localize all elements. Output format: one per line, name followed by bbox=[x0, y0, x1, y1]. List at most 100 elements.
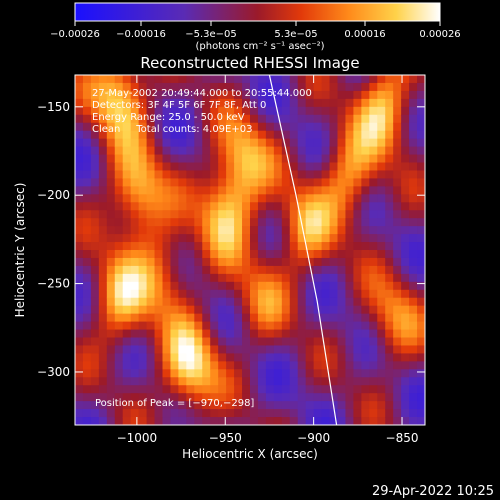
heatmap-cell bbox=[281, 218, 291, 227]
heatmap-cell bbox=[265, 242, 275, 251]
heatmap-cell bbox=[82, 146, 92, 156]
heatmap-cell bbox=[281, 409, 291, 418]
heatmap-cell bbox=[353, 409, 362, 418]
heatmap-cell bbox=[289, 106, 299, 116]
heatmap-cell bbox=[202, 401, 211, 410]
heatmap-cell bbox=[162, 353, 172, 362]
heatmap-cell bbox=[154, 210, 164, 219]
heatmap-cell bbox=[273, 409, 283, 418]
heatmap-cell bbox=[202, 345, 211, 355]
heatmap-cell bbox=[146, 138, 156, 148]
x-axis-ticks: −1000 −950 −900 −850 bbox=[117, 75, 419, 445]
heatmap-cell bbox=[194, 194, 203, 203]
heatmap-cell bbox=[289, 321, 299, 331]
heatmap-cell bbox=[289, 257, 299, 267]
heatmap-cell bbox=[130, 289, 140, 299]
heatmap-cell bbox=[210, 353, 219, 362]
heatmap-cell bbox=[122, 289, 132, 299]
heatmap-cell bbox=[409, 194, 418, 203]
heatmap-cell bbox=[417, 210, 425, 219]
heatmap-cell bbox=[377, 130, 386, 140]
heatmap-cell bbox=[337, 305, 347, 315]
heatmap-cell bbox=[353, 106, 362, 116]
heatmap-cell bbox=[242, 273, 251, 283]
heatmap-cell bbox=[130, 138, 140, 148]
heatmap-cell bbox=[305, 321, 315, 331]
colorbar-units: (photons cm⁻² s⁻¹ asec⁻²) bbox=[195, 41, 324, 52]
heatmap-cell bbox=[130, 75, 140, 84]
heatmap-cell bbox=[305, 409, 315, 418]
heatmap-cell bbox=[130, 257, 140, 267]
heatmap-cell bbox=[138, 170, 148, 180]
heatmap-cell bbox=[130, 361, 140, 370]
colorbar bbox=[74, 2, 441, 22]
heatmap-cell bbox=[114, 321, 124, 331]
heatmap-cell bbox=[122, 305, 132, 315]
heatmap-cell bbox=[162, 345, 172, 355]
heatmap-cell bbox=[401, 289, 410, 299]
heatmap-cell bbox=[345, 170, 355, 180]
heatmap-cell bbox=[409, 114, 418, 124]
heatmap-cell bbox=[377, 234, 386, 243]
heatmap-cell bbox=[210, 202, 219, 211]
heatmap-cell bbox=[186, 154, 195, 164]
heatmap-cell bbox=[122, 313, 132, 323]
heatmap-cell bbox=[329, 90, 339, 100]
heatmap-cell bbox=[194, 265, 203, 275]
heatmap-cell bbox=[281, 194, 291, 203]
heatmap-cell bbox=[313, 409, 323, 418]
heatmap-cell bbox=[194, 361, 203, 370]
heatmap-cell bbox=[329, 202, 339, 211]
heatmap-cell bbox=[250, 90, 259, 100]
heatmap-cell bbox=[234, 114, 243, 124]
heatmap-cell bbox=[257, 130, 267, 140]
heatmap-cell bbox=[82, 329, 92, 339]
heatmap-cell bbox=[75, 138, 84, 148]
heatmap-cell bbox=[98, 130, 108, 140]
heatmap-cell bbox=[90, 305, 100, 315]
heatmap-cell bbox=[289, 170, 299, 180]
heatmap-cell bbox=[162, 250, 172, 259]
heatmap-cell bbox=[385, 178, 394, 187]
heatmap-cell bbox=[98, 313, 108, 323]
heatmap-cell bbox=[186, 417, 195, 425]
heatmap-cell bbox=[194, 154, 203, 164]
heatmap-cell bbox=[202, 329, 211, 339]
heatmap-cell bbox=[90, 75, 100, 84]
heatmap-cell bbox=[162, 226, 172, 235]
heatmap-cell bbox=[154, 75, 164, 84]
heatmap-cell bbox=[369, 202, 378, 211]
heatmap-cell bbox=[337, 321, 347, 331]
heatmap-cell bbox=[242, 385, 251, 394]
heatmap-cell bbox=[369, 377, 378, 386]
heatmap-cell bbox=[75, 273, 84, 283]
heatmap-cell bbox=[305, 178, 315, 187]
heatmap-cell bbox=[401, 281, 410, 291]
heatmap-cell bbox=[353, 75, 362, 84]
heatmap-cell bbox=[98, 289, 108, 299]
heatmap-cell bbox=[257, 273, 267, 283]
heatmap-cell bbox=[377, 146, 386, 156]
heatmap-cell bbox=[273, 130, 283, 140]
heatmap-cell bbox=[273, 170, 283, 180]
heatmap-cell bbox=[417, 194, 425, 203]
heatmap-cell bbox=[265, 210, 275, 219]
heatmap-cell bbox=[417, 202, 425, 211]
heatmap-cell bbox=[297, 337, 307, 347]
heatmap-cell bbox=[289, 122, 299, 132]
heatmap-cell bbox=[321, 146, 331, 156]
heatmap-cell bbox=[114, 329, 124, 339]
heatmap-cell bbox=[210, 170, 219, 180]
heatmap-cell bbox=[218, 114, 227, 124]
heatmap-cell bbox=[138, 377, 148, 386]
heatmap-cell bbox=[337, 146, 347, 156]
heatmap-cell bbox=[226, 75, 235, 84]
heatmap-cell bbox=[329, 234, 339, 243]
heatmap-cell bbox=[90, 329, 100, 339]
heatmap-cell bbox=[377, 353, 386, 362]
heatmap-cell bbox=[234, 106, 243, 116]
heatmap-cell bbox=[313, 114, 323, 124]
heatmap-cell bbox=[329, 178, 339, 187]
heatmap-cell bbox=[178, 138, 187, 148]
heatmap-cell bbox=[194, 202, 203, 211]
